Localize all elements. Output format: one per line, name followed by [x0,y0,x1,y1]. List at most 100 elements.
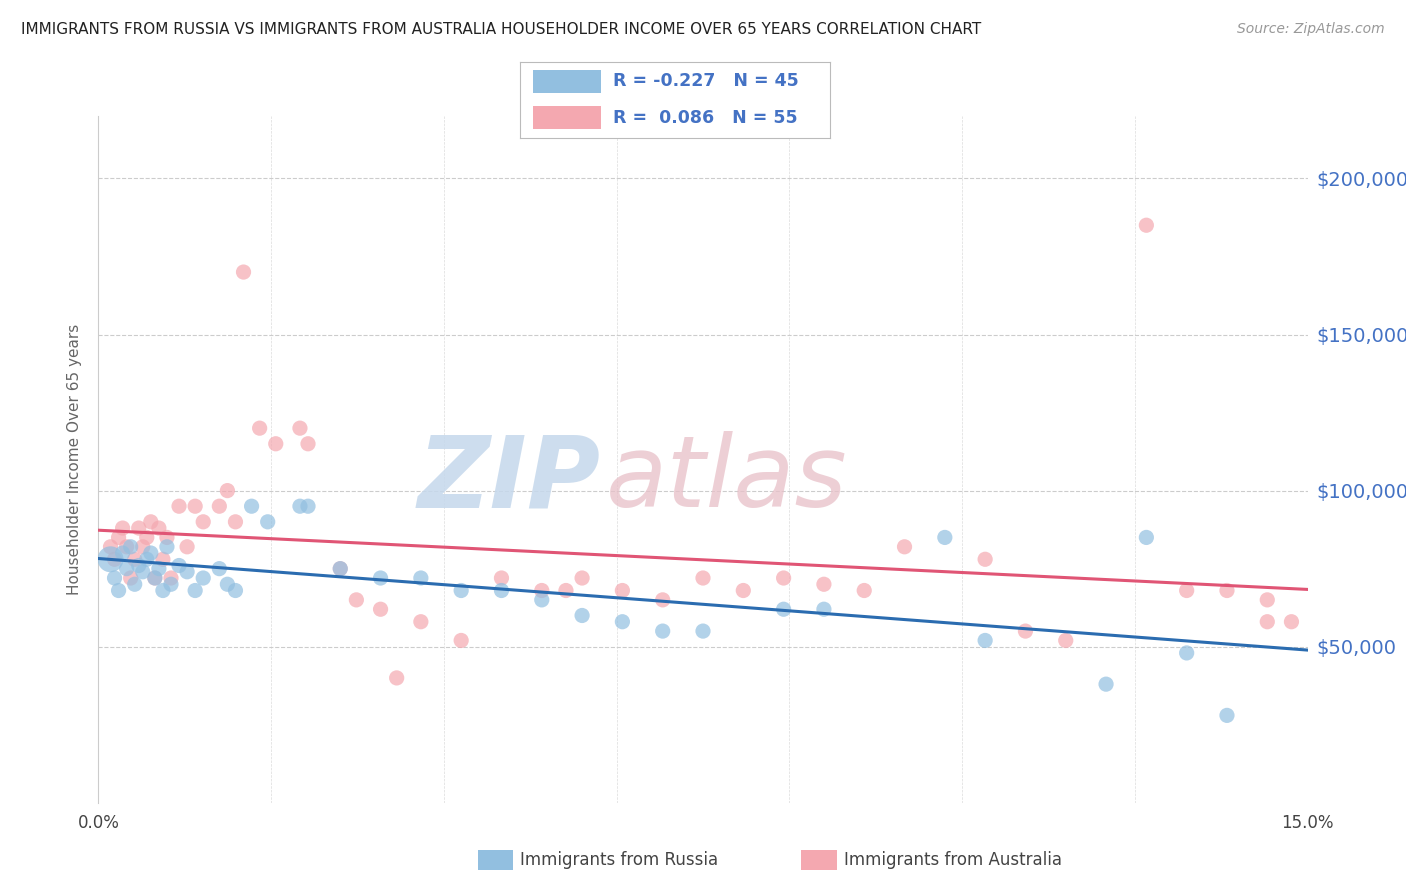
Point [491,583,513,598]
Point [491,571,513,585]
Point [974,552,997,566]
Point [571,571,593,585]
Point [107,530,129,544]
Point [692,624,714,639]
Point [1216,708,1239,723]
Text: Immigrants from Russia: Immigrants from Russia [520,851,718,869]
Point [103,552,125,566]
Point [115,562,138,576]
Point [249,421,271,435]
Point [100,552,122,566]
Point [571,608,593,623]
Point [297,500,319,514]
Point [1256,593,1278,607]
Point [1054,633,1077,648]
Point [772,571,794,585]
Point [612,615,634,629]
Point [176,540,198,554]
Point [132,540,155,554]
Point [288,500,311,514]
Point [115,540,138,554]
Point [385,671,408,685]
Point [264,437,287,451]
Point [612,583,634,598]
Point [934,530,956,544]
Point [1014,624,1036,639]
Point [450,583,472,598]
Bar [533,70,600,93]
Point [1216,583,1239,598]
Point [1135,530,1157,544]
Point [1095,677,1118,691]
Point [224,583,246,598]
Point [193,515,215,529]
Point [813,602,835,616]
Point [329,562,352,576]
Point [148,562,170,576]
Point [409,615,432,629]
Point [530,593,553,607]
Point [107,583,129,598]
Point [733,583,755,598]
Point [813,577,835,591]
Point [132,565,155,579]
Point [152,583,174,598]
Point [167,558,190,573]
Point [344,593,367,607]
Point [232,265,254,279]
Point [124,577,146,591]
Point [100,540,122,554]
Point [1256,615,1278,629]
Point [651,624,673,639]
Point [297,437,319,451]
Y-axis label: Householder Income Over 65 years: Householder Income Over 65 years [67,324,83,595]
Text: Source: ZipAtlas.com: Source: ZipAtlas.com [1237,22,1385,37]
Point [240,500,263,514]
Point [370,602,392,616]
Point [450,633,472,648]
Point [111,546,134,560]
Point [135,530,157,544]
Point [692,571,714,585]
Point [208,500,231,514]
Point [1175,646,1198,660]
Point [853,583,876,598]
Point [160,577,183,591]
Point [143,571,166,585]
Point [893,540,915,554]
Point [409,571,432,585]
Text: IMMIGRANTS FROM RUSSIA VS IMMIGRANTS FROM AUSTRALIA HOUSEHOLDER INCOME OVER 65 Y: IMMIGRANTS FROM RUSSIA VS IMMIGRANTS FRO… [21,22,981,37]
Point [217,483,239,498]
Bar [533,106,600,129]
Point [103,571,125,585]
Text: Immigrants from Australia: Immigrants from Australia [844,851,1062,869]
Point [139,546,162,560]
Text: atlas: atlas [606,432,848,528]
Point [120,540,142,554]
Point [1135,219,1157,233]
Point [370,571,392,585]
Point [772,602,794,616]
Point [152,552,174,566]
Point [208,562,231,576]
Point [217,577,239,591]
Point [184,583,207,598]
Point [160,571,183,585]
Point [156,540,179,554]
Point [156,530,179,544]
Point [167,500,190,514]
Point [329,562,352,576]
Point [143,571,166,585]
Point [111,521,134,535]
Point [128,558,150,573]
Point [124,552,146,566]
Point [128,521,150,535]
Point [288,421,311,435]
Point [530,583,553,598]
Point [1175,583,1198,598]
Point [555,583,578,598]
Text: ZIP: ZIP [418,432,600,528]
Point [135,552,157,566]
Point [974,633,997,648]
Text: R = -0.227   N = 45: R = -0.227 N = 45 [613,72,799,90]
